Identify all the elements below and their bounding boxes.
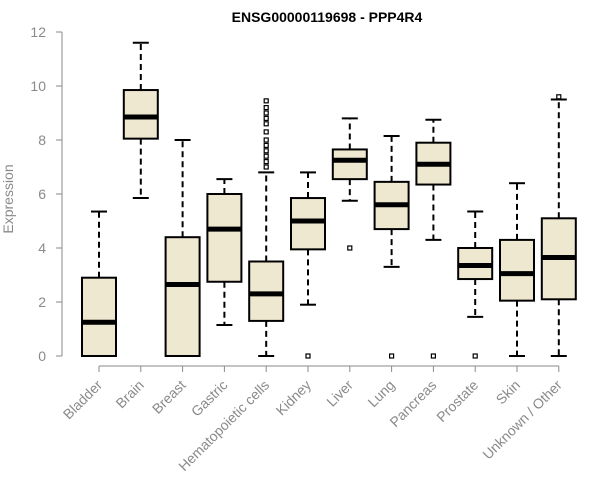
- outlier-point: [556, 94, 562, 100]
- y-axis-label: Expression: [0, 164, 16, 233]
- box-iqr: [290, 197, 326, 251]
- box-pancreas: [415, 118, 452, 359]
- box-hematopoietic-cells: [248, 98, 285, 357]
- outlier-point: [472, 353, 478, 359]
- outlier-point: [263, 110, 269, 116]
- outlier-point: [263, 164, 269, 170]
- box-iqr: [164, 236, 201, 357]
- y-axis: 0 2 4 6 8 10 12: [30, 24, 63, 364]
- outlier-point: [430, 353, 436, 359]
- outlier-point: [305, 353, 311, 359]
- box-breast: [164, 139, 201, 357]
- outlier-point: [347, 245, 353, 251]
- box-brain: [122, 41, 159, 200]
- box-lung: [373, 134, 410, 359]
- x-tick-label: Prostate: [433, 377, 481, 425]
- box-unknown-other: [540, 94, 577, 357]
- x-tick-label: Kidney: [273, 377, 315, 419]
- box-bladder: [81, 210, 117, 358]
- y-tick-label: 12: [30, 24, 46, 40]
- y-tick-label: 0: [38, 348, 46, 364]
- box-kidney: [290, 171, 326, 359]
- box-iqr: [206, 193, 243, 283]
- box-iqr: [331, 148, 368, 181]
- outlier-point: [263, 142, 269, 148]
- outlier-point: [389, 353, 395, 359]
- outlier-point: [263, 153, 269, 159]
- box-prostate: [457, 210, 494, 359]
- y-tick-label: 2: [38, 294, 46, 310]
- x-tick-label: Bladder: [60, 377, 106, 423]
- y-tick-label: 8: [38, 132, 46, 148]
- outlier-point: [263, 98, 269, 104]
- y-tick-label: 4: [38, 240, 46, 256]
- outlier-point: [263, 104, 269, 111]
- box-gastric: [206, 178, 243, 326]
- box-liver: [331, 117, 368, 251]
- box-iqr: [122, 89, 159, 140]
- box-iqr: [81, 276, 117, 358]
- x-tick-label: Brain: [112, 377, 146, 411]
- outlier-point: [263, 148, 269, 154]
- box-skin: [499, 182, 535, 357]
- box-group: [81, 41, 577, 359]
- box-iqr: [499, 238, 535, 302]
- x-tick-label: Lung: [364, 377, 397, 410]
- box-iqr: [248, 260, 285, 322]
- x-tick-label: Unknown / Other: [479, 377, 565, 463]
- outlier-point: [263, 121, 269, 127]
- outlier-point: [263, 129, 269, 135]
- x-tick-label: Liver: [323, 377, 356, 410]
- outlier-point: [263, 159, 269, 165]
- x-tick-label: Breast: [149, 377, 189, 417]
- outlier-point: [263, 115, 269, 122]
- y-tick-label: 10: [30, 78, 46, 94]
- chart-title: ENSG00000119698 - PPP4R4: [232, 9, 423, 25]
- x-tick-label: Skin: [493, 377, 524, 408]
- outlier-point: [263, 137, 269, 143]
- y-tick-label: 6: [38, 186, 46, 202]
